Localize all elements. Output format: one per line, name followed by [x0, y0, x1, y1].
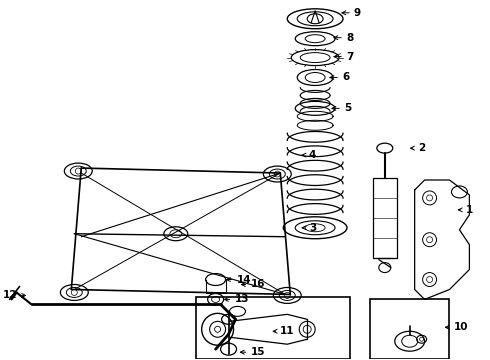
Text: 4: 4 — [308, 150, 316, 160]
Bar — [373, 178, 397, 258]
Text: 15: 15 — [250, 347, 265, 357]
Text: 5: 5 — [344, 103, 351, 113]
Text: 13: 13 — [235, 294, 249, 305]
Bar — [370, 300, 449, 359]
Text: 8: 8 — [346, 33, 353, 43]
Text: 3: 3 — [309, 223, 317, 233]
Text: 6: 6 — [342, 72, 349, 82]
Text: 2: 2 — [417, 143, 425, 153]
Text: 14: 14 — [237, 275, 251, 284]
Text: 10: 10 — [453, 322, 468, 332]
Text: 7: 7 — [346, 51, 353, 62]
Text: 1: 1 — [466, 205, 473, 215]
Text: 9: 9 — [354, 8, 361, 18]
Text: 16: 16 — [250, 279, 265, 289]
Text: 11: 11 — [280, 326, 295, 336]
Bar — [196, 297, 350, 359]
Text: 12: 12 — [3, 291, 18, 301]
